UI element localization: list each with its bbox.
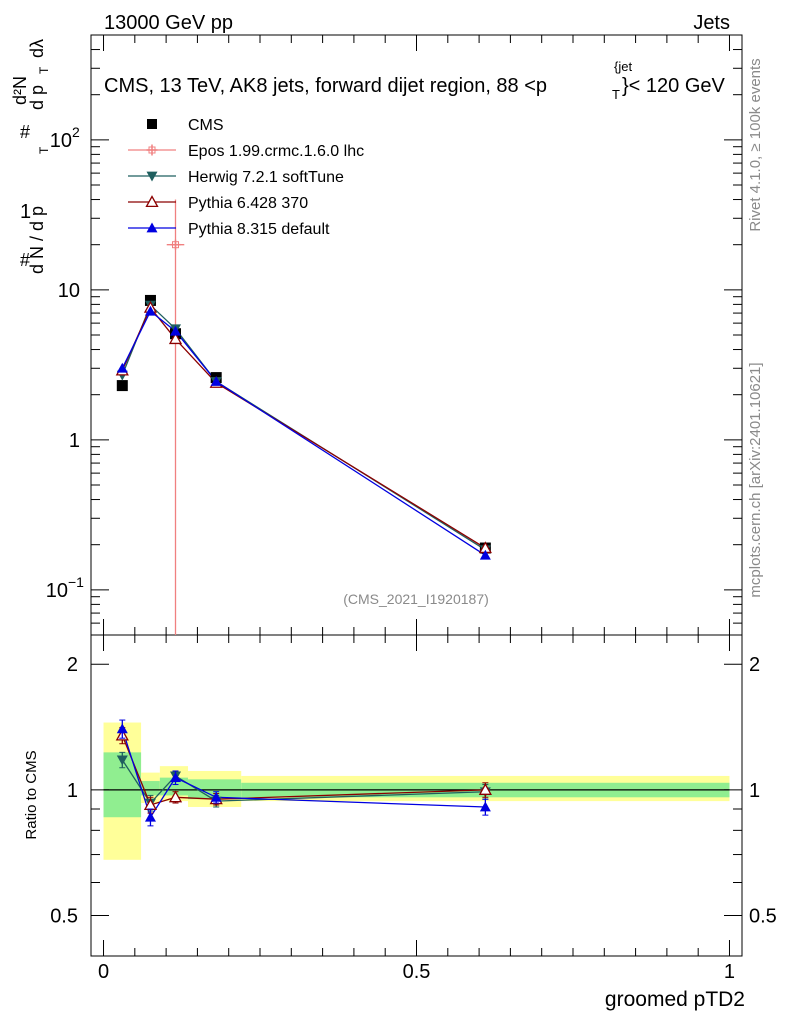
pythia8-point — [116, 362, 128, 373]
main-ytick-label: 1 — [69, 430, 80, 452]
legend-item-epos: Epos 1.99.crmc.1.6.0 lhc — [128, 143, 364, 160]
x-tick-label: 0.5 — [403, 961, 431, 983]
pythia8-point — [479, 549, 491, 560]
legend-marker-cms — [147, 119, 157, 129]
legend-marker-herwig — [146, 171, 158, 182]
pythia8-point — [210, 375, 222, 386]
mcplots-label: mcplots.cern.ch [arXiv:2401.10621] — [747, 362, 764, 597]
plot-title-end: }< 120 GeV — [622, 75, 726, 97]
category-label: Jets — [693, 12, 730, 34]
rivet-label: Rivet 4.1.0, ≥ 100k events — [747, 58, 764, 231]
plot-title-sub: T — [612, 87, 620, 102]
ratio-uncertainty-bands — [103, 722, 730, 860]
ratio-ytick-label-right: 2 — [749, 654, 760, 676]
legend: CMS Epos 1.99.crmc.1.6.0 lhc Herwig 7.2.1 … — [128, 117, 364, 238]
legend-item-pythia6: Pythia 6.428 370 — [128, 195, 308, 212]
main-ytick-label: 10 — [46, 580, 68, 602]
energy-label: 13000 GeV pp — [104, 12, 233, 34]
legend-label-pythia8: Pythia 8.315 default — [188, 221, 330, 238]
pythia8-ratio-point — [210, 791, 222, 802]
ratio-ytick-label-left: 1 — [67, 780, 78, 802]
legend-marker-epos-box — [148, 146, 156, 154]
ratio-series-layer — [115, 719, 492, 827]
cms-point — [144, 294, 156, 306]
plot-title-main: CMS, 13 TeV, AK8 jets, forward dijet reg… — [104, 75, 547, 97]
pythia8-point — [144, 305, 156, 316]
main-series-layer — [115, 199, 492, 635]
pythia8-line — [121, 310, 486, 556]
pythia8-ratio-point — [170, 772, 182, 783]
legend-label-epos: Epos 1.99.crmc.1.6.0 lhc — [188, 143, 364, 160]
ylabel-hash-right: # — [20, 122, 30, 142]
legend-marker-pythia8 — [146, 222, 158, 233]
x-tick-label: 0 — [98, 961, 109, 983]
ylabel-t-sub-right: T — [37, 66, 51, 74]
pythia6-ratio-point — [478, 783, 492, 795]
ratio-ytick-label-right: 1 — [749, 780, 760, 802]
ylabel-d2n: d²N — [10, 76, 30, 105]
ylabel-one: 1 — [20, 201, 31, 223]
main-ytick-exponent: 2 — [72, 124, 80, 140]
ylabel-t-sub-left: T — [37, 146, 51, 154]
legend-marker-epos — [146, 144, 158, 156]
ratio-axis-ticks: 0.5 0.5 1 1 2 2 0 0.5 1 — [50, 635, 777, 983]
legend-item-herwig: Herwig 7.2.1 softTune — [128, 169, 344, 186]
legend-label-cms: CMS — [188, 117, 224, 134]
ratio-ytick-label-right: 0.5 — [749, 906, 777, 928]
legend-marker-pythia6 — [145, 195, 159, 208]
ylabel-dn-dpt: d N / d p — [27, 206, 47, 274]
ratio-y-axis-label: Ratio to CMS — [23, 750, 40, 839]
main-y-axis-label: # 1 d N / d p T # d²N d p T dλ — [10, 39, 51, 274]
ylabel-hash-left: # — [20, 250, 30, 270]
legend-label-pythia6: Pythia 6.428 370 — [188, 195, 308, 212]
pythia8-ratio-point — [116, 723, 128, 734]
analysis-watermark: (CMS_2021_I1920187) — [343, 591, 489, 607]
ylabel-dlambda: dλ — [27, 39, 47, 58]
pythia6-ratio-point — [168, 790, 183, 803]
pythia8-point — [170, 325, 182, 336]
legend-item-cms: CMS — [147, 117, 224, 134]
main-ytick-label: 10 — [50, 130, 72, 152]
ratio-ytick-label-left: 0.5 — [50, 906, 78, 928]
x-axis-label: groomed pTD2 — [605, 988, 745, 1011]
pythia8-ratio-point — [144, 811, 156, 822]
plot-title: CMS, 13 TeV, AK8 jets, forward dijet reg… — [104, 59, 726, 102]
legend-label-herwig: Herwig 7.2.1 softTune — [188, 169, 344, 186]
epos-point — [170, 239, 181, 250]
legend-item-pythia8: Pythia 8.315 default — [128, 221, 330, 238]
cms-point — [116, 380, 128, 392]
ratio-ytick-label-left: 2 — [67, 654, 78, 676]
x-tick-label: 1 — [724, 961, 735, 983]
ylabel-dpt: d p — [27, 85, 47, 110]
epos-point-box — [172, 241, 180, 249]
herwig-ratio-point — [116, 755, 128, 766]
pythia6-point — [168, 332, 183, 345]
main-ytick-exponent: −1 — [68, 574, 84, 590]
main-ytick-label: 10 — [58, 280, 80, 302]
plot-title-sup: {jet — [614, 59, 632, 74]
pythia8-ratio-point — [479, 801, 491, 812]
